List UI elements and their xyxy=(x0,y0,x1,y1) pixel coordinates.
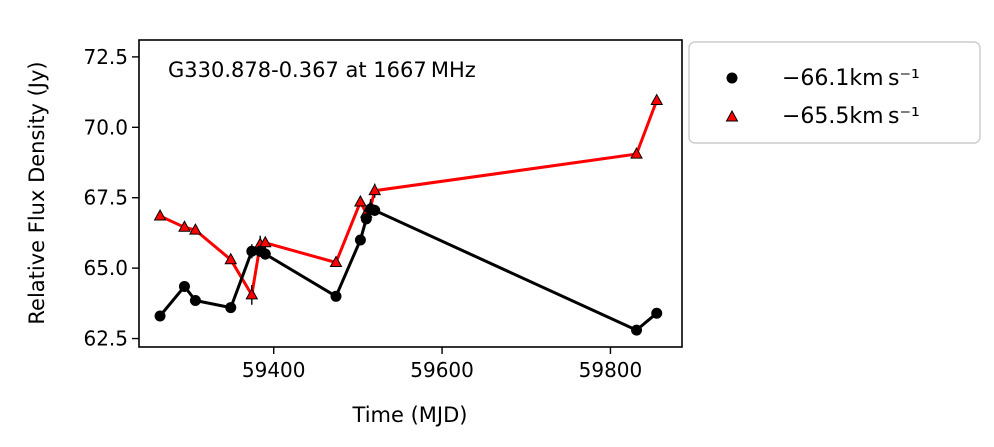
y-tick-label: 72.5 xyxy=(83,45,128,69)
data-point-series-2 xyxy=(329,255,343,268)
x-tick-label: 59800 xyxy=(579,358,643,382)
data-point-series-1 xyxy=(360,213,372,225)
data-point-series-2 xyxy=(178,220,191,232)
legend: −66.1km s⁻¹ −65.5km s⁻¹ xyxy=(688,41,981,144)
data-point-series-2 xyxy=(224,252,238,265)
legend-label-series-2: −65.5km s⁻¹ xyxy=(782,104,920,129)
chart-annotation: G330.878-0.367 at 1667 MHz xyxy=(168,58,476,82)
y-axis-label: Relative Flux Density (Jy) xyxy=(25,61,49,324)
axis-ticks: 59400 59600 59800 62.5 65.0 67.5 70.0 72.5 xyxy=(83,45,642,382)
y-tick-label: 67.5 xyxy=(83,186,128,210)
data-point-series-2 xyxy=(153,208,167,221)
data-point-series-2 xyxy=(650,93,664,106)
data-point-series-1 xyxy=(354,234,366,246)
legend-label-series-1: −66.1km s⁻¹ xyxy=(782,66,920,91)
series-line-1 xyxy=(158,207,658,332)
data-point-series-2 xyxy=(258,235,272,248)
data-point-series-2 xyxy=(368,183,382,196)
data-point-series-1 xyxy=(631,324,643,336)
plot-content xyxy=(153,93,664,336)
y-tick-label: 65.0 xyxy=(83,256,128,280)
x-tick-label: 59600 xyxy=(410,358,474,382)
legend-marker-triangle xyxy=(725,109,739,122)
y-tick-label: 62.5 xyxy=(83,327,128,351)
data-point-series-1 xyxy=(246,245,258,257)
plot-frame xyxy=(138,39,683,348)
data-point-series-1 xyxy=(259,248,271,260)
data-point-series-2 xyxy=(630,147,643,159)
x-axis-label: Time (MJD) xyxy=(352,403,468,427)
data-point-series-2 xyxy=(245,287,259,300)
data-point-series-1 xyxy=(330,290,342,302)
data-point-series-1 xyxy=(369,204,381,216)
data-point-series-1 xyxy=(189,295,201,307)
legend-marker-circle xyxy=(726,72,738,84)
data-point-series-2 xyxy=(189,223,202,235)
data-point-series-2 xyxy=(354,194,367,207)
series-line-2 xyxy=(159,100,659,297)
data-point-series-1 xyxy=(651,307,663,319)
data-point-series-1 xyxy=(225,302,237,314)
y-tick-label: 70.0 xyxy=(83,115,128,139)
data-point-series-1 xyxy=(178,280,190,292)
data-point-series-1 xyxy=(154,310,166,322)
x-tick-label: 59400 xyxy=(242,358,306,382)
legend-box xyxy=(688,41,981,144)
